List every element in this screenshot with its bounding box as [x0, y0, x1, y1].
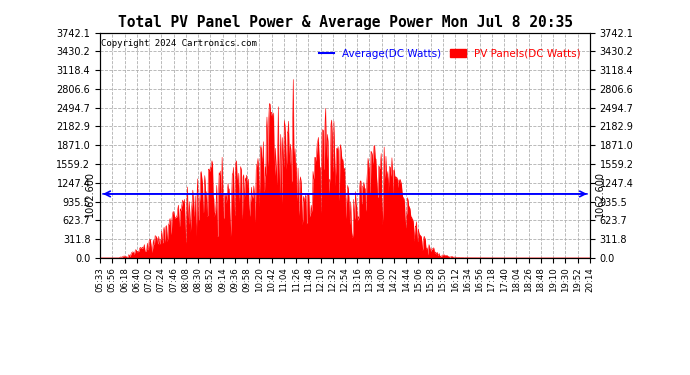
Text: Copyright 2024 Cartronics.com: Copyright 2024 Cartronics.com [101, 39, 257, 48]
Legend: Average(DC Watts), PV Panels(DC Watts): Average(DC Watts), PV Panels(DC Watts) [315, 45, 584, 63]
Text: 1062.600: 1062.600 [86, 171, 95, 217]
Text: 1062.600: 1062.600 [595, 171, 604, 217]
Title: Total PV Panel Power & Average Power Mon Jul 8 20:35: Total PV Panel Power & Average Power Mon… [117, 15, 573, 30]
